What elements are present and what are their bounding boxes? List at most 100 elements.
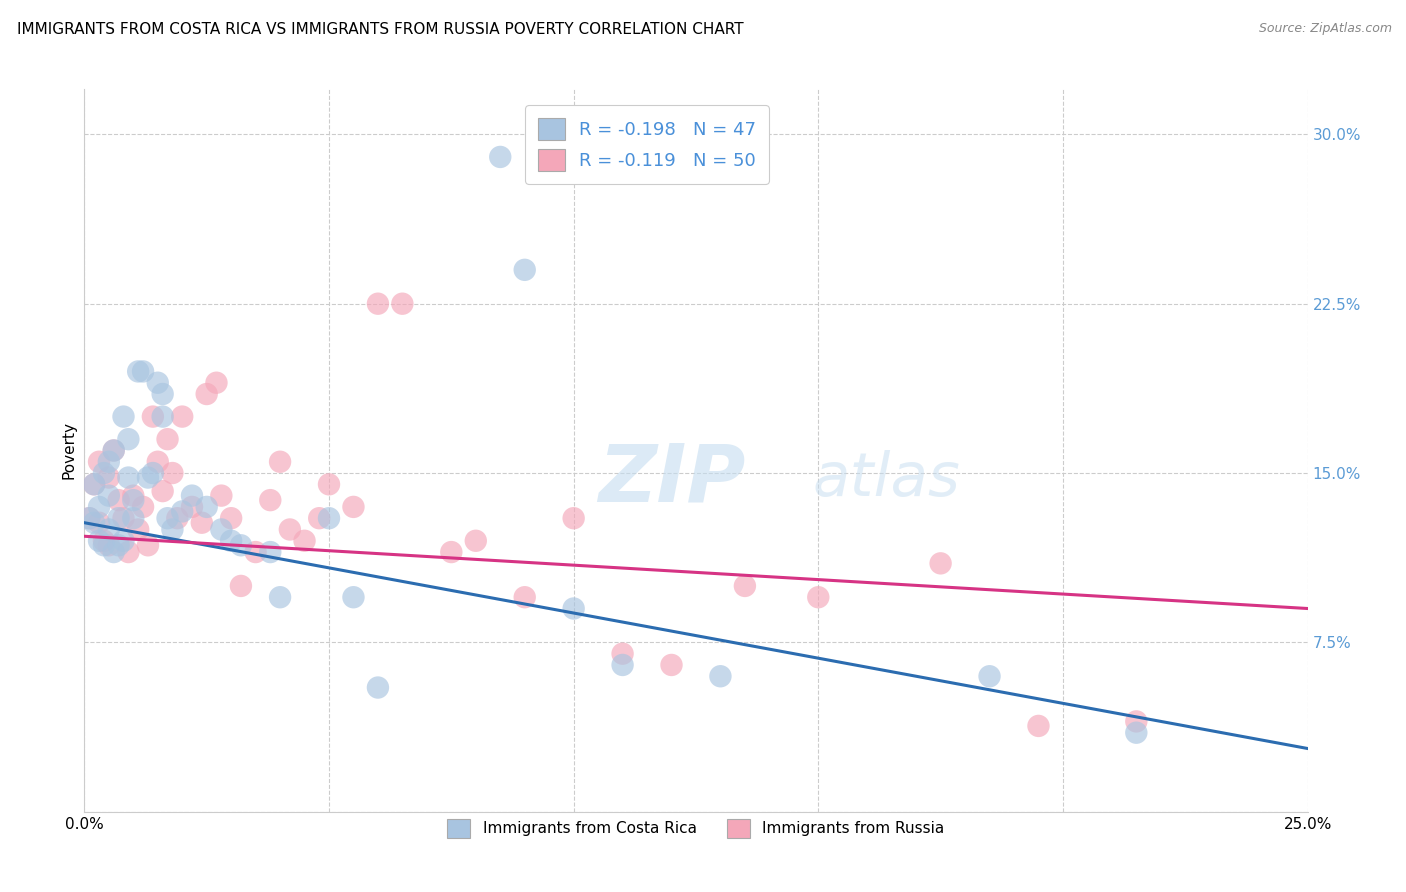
Point: [513, 262, 536, 277]
Point: [205, 376, 228, 390]
Point: [245, 545, 267, 559]
Point: [152, 409, 174, 424]
Point: [342, 591, 364, 605]
Point: [77, 511, 100, 525]
Point: [367, 296, 389, 310]
Point: [734, 579, 756, 593]
Point: [103, 443, 125, 458]
Point: [112, 409, 135, 424]
Point: [156, 432, 179, 446]
Y-axis label: Poverty: Poverty: [60, 421, 76, 480]
Point: [318, 477, 340, 491]
Point: [308, 511, 330, 525]
Text: IMMIGRANTS FROM COSTA RICA VS IMMIGRANTS FROM RUSSIA POVERTY CORRELATION CHART: IMMIGRANTS FROM COSTA RICA VS IMMIGRANTS…: [17, 22, 744, 37]
Point: [83, 516, 105, 530]
Point: [195, 387, 218, 401]
Point: [562, 601, 585, 615]
Point: [181, 489, 204, 503]
Point: [209, 523, 232, 537]
Point: [107, 493, 129, 508]
Point: [229, 538, 252, 552]
Point: [97, 470, 120, 484]
Point: [93, 533, 115, 548]
Point: [259, 545, 281, 559]
Point: [172, 409, 194, 424]
Point: [1125, 725, 1147, 739]
Point: [93, 466, 115, 480]
Point: [209, 489, 232, 503]
Point: [117, 545, 139, 559]
Point: [318, 511, 340, 525]
Point: [195, 500, 218, 514]
Point: [136, 538, 159, 552]
Point: [136, 470, 159, 484]
Point: [162, 466, 184, 480]
Point: [172, 504, 194, 518]
Point: [132, 500, 155, 514]
Point: [93, 538, 115, 552]
Point: [77, 511, 100, 525]
Point: [152, 484, 174, 499]
Point: [112, 511, 135, 525]
Point: [229, 579, 252, 593]
Point: [87, 516, 110, 530]
Text: atlas: atlas: [813, 450, 960, 508]
Point: [166, 511, 188, 525]
Point: [107, 538, 129, 552]
Point: [142, 409, 165, 424]
Point: [440, 545, 463, 559]
Point: [562, 511, 585, 525]
Point: [152, 387, 174, 401]
Point: [929, 557, 952, 571]
Point: [219, 533, 242, 548]
Point: [342, 500, 364, 514]
Point: [259, 493, 281, 508]
Point: [97, 455, 120, 469]
Point: [367, 681, 389, 695]
Point: [97, 489, 120, 503]
Point: [112, 533, 135, 548]
Point: [103, 545, 125, 559]
Point: [156, 511, 179, 525]
Point: [391, 296, 413, 310]
Point: [807, 591, 830, 605]
Point: [103, 443, 125, 458]
Point: [489, 150, 512, 164]
Point: [612, 647, 634, 661]
Legend: Immigrants from Costa Rica, Immigrants from Russia: Immigrants from Costa Rica, Immigrants f…: [441, 813, 950, 844]
Point: [83, 477, 105, 491]
Point: [122, 493, 145, 508]
Point: [122, 511, 145, 525]
Point: [709, 669, 731, 683]
Point: [464, 533, 486, 548]
Point: [117, 432, 139, 446]
Point: [87, 455, 110, 469]
Point: [97, 538, 120, 552]
Point: [219, 511, 242, 525]
Point: [1028, 719, 1050, 733]
Point: [127, 523, 149, 537]
Point: [294, 533, 316, 548]
Point: [146, 376, 169, 390]
Point: [181, 500, 204, 514]
Point: [269, 591, 291, 605]
Point: [122, 489, 145, 503]
Point: [117, 470, 139, 484]
Point: [278, 523, 301, 537]
Point: [127, 364, 149, 378]
Point: [142, 466, 165, 480]
Point: [146, 455, 169, 469]
Point: [513, 591, 536, 605]
Point: [87, 533, 110, 548]
Point: [1125, 714, 1147, 729]
Point: [269, 455, 291, 469]
Point: [661, 657, 683, 672]
Point: [83, 477, 105, 491]
Point: [979, 669, 1001, 683]
Point: [191, 516, 214, 530]
Text: Source: ZipAtlas.com: Source: ZipAtlas.com: [1258, 22, 1392, 36]
Point: [132, 364, 155, 378]
Text: ZIP: ZIP: [598, 441, 745, 518]
Point: [162, 523, 184, 537]
Point: [87, 500, 110, 514]
